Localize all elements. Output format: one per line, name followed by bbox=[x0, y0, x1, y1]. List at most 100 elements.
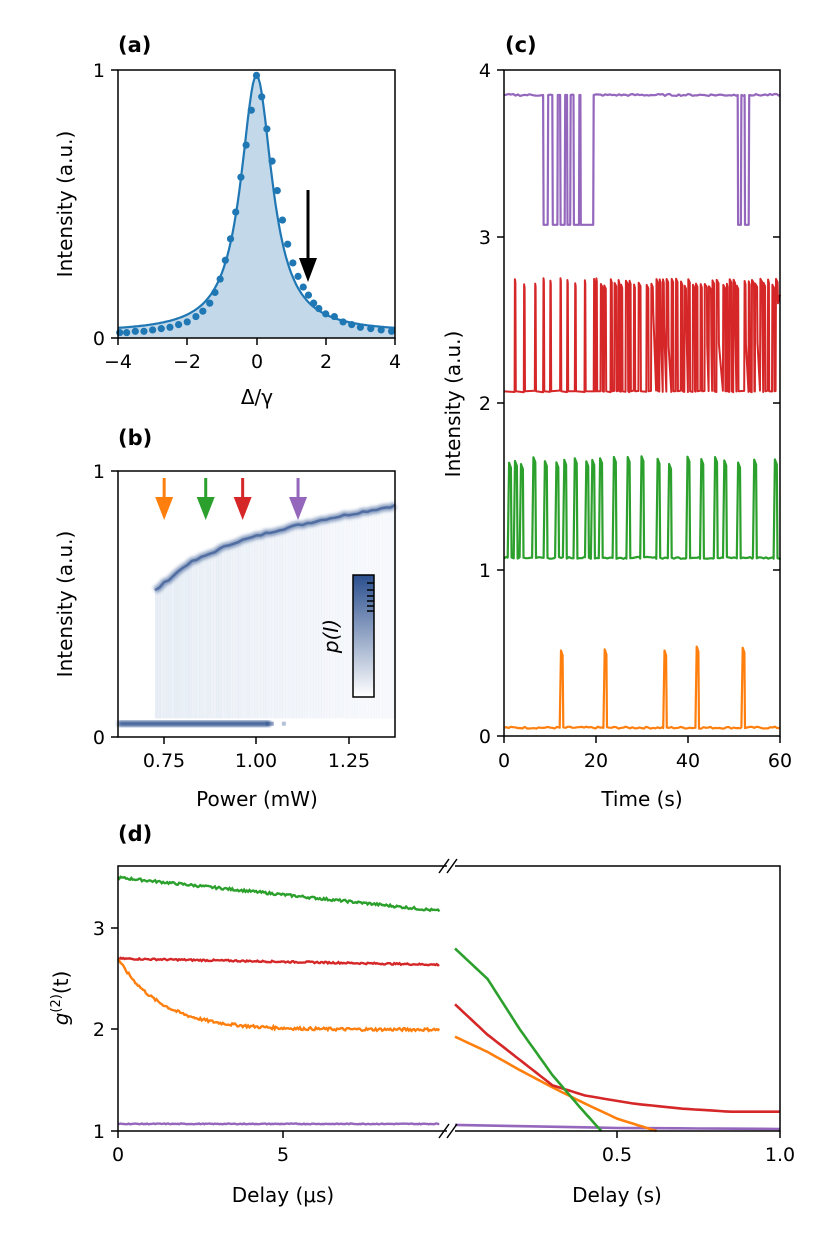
ylabel-g: g bbox=[49, 1013, 73, 1026]
ylabel-arg: (t) bbox=[49, 971, 73, 994]
panel-a-data-point bbox=[131, 327, 139, 335]
panel-b-haze-column bbox=[282, 528, 286, 719]
panel-c-trace-purple bbox=[503, 92, 781, 226]
panel-b-haze-column bbox=[213, 552, 217, 719]
panel-c: (c) 4 3 2 1 0 0 20 40 60 Time (s) Intens… bbox=[441, 33, 792, 811]
panel-b-haze-column bbox=[379, 508, 383, 719]
panel-b-haze-column bbox=[326, 518, 330, 719]
panel-b-haze-column bbox=[182, 567, 186, 719]
panel-b-haze-column bbox=[263, 534, 267, 719]
panel-c-trace-red bbox=[503, 277, 781, 394]
panel-a-data-point bbox=[242, 141, 250, 149]
panel-b-xtick-label: 0.75 bbox=[143, 750, 185, 772]
panel-d-purple-short bbox=[117, 1122, 440, 1126]
panel-c-xticks bbox=[503, 736, 781, 743]
panel-a-xtick-label: 2 bbox=[320, 351, 332, 373]
panel-d-xticks bbox=[117, 1131, 781, 1138]
panel-a-data-point bbox=[140, 327, 148, 335]
panel-b-haze-column bbox=[340, 516, 344, 719]
panel-b-haze-column bbox=[312, 521, 317, 719]
panel-b-haze-column bbox=[376, 509, 380, 719]
panel-a-data-point bbox=[294, 272, 302, 280]
panel-b-haze-column bbox=[318, 520, 322, 719]
panel-a-data-point bbox=[174, 321, 183, 329]
panel-b-ylabel: Intensity (a.u.) bbox=[53, 531, 77, 678]
panel-c-ylabel: Intensity (a.u.) bbox=[441, 331, 465, 478]
panel-b-haze-column bbox=[293, 526, 297, 719]
panel-c-traces bbox=[503, 92, 782, 730]
panel-b-haze-column bbox=[185, 565, 189, 719]
panel-a-data-point bbox=[356, 323, 364, 331]
panel-b-haze-column bbox=[229, 544, 233, 719]
panel-d-xtick-label: 1.0 bbox=[765, 1144, 795, 1166]
panel-a-data-point bbox=[284, 240, 292, 248]
break-slash bbox=[446, 858, 458, 874]
panel-b-haze-column bbox=[310, 522, 314, 719]
axis-break-top bbox=[438, 858, 458, 874]
panel-b-haze-column bbox=[168, 579, 173, 719]
panel-b-haze-column bbox=[268, 532, 272, 719]
panel-d-label: (d) bbox=[118, 822, 152, 846]
panel-a: (a) 1 0 −4 −2 0 2 4 Δ/γ Intensity (a.u.) bbox=[53, 33, 401, 409]
panel-b-haze-column bbox=[232, 543, 236, 719]
panel-a-data-point bbox=[273, 187, 281, 195]
panel-a-data-point bbox=[252, 71, 261, 79]
panel-a-data-point bbox=[322, 310, 330, 318]
panel-d-xlabel-left: Delay (μs) bbox=[232, 1183, 334, 1207]
panel-b-marker-arrowhead-purple bbox=[289, 497, 308, 520]
panel-b-upper-branch-core bbox=[154, 503, 396, 592]
panel-d-right-frame bbox=[455, 865, 781, 1132]
panel-c-trace-orange bbox=[503, 645, 781, 730]
panel-a-data-point bbox=[289, 259, 297, 267]
panel-b-marker-arrowhead-red bbox=[233, 497, 252, 520]
panel-b-haze-column bbox=[332, 517, 336, 719]
panel-b-haze-column bbox=[285, 528, 289, 719]
panel-d-ytick-label: 3 bbox=[93, 918, 105, 940]
panel-b-haze-column bbox=[315, 521, 319, 719]
panel-c-yticks bbox=[497, 69, 780, 737]
panel-b-haze-column bbox=[177, 572, 181, 719]
panel-a-data-point bbox=[387, 327, 396, 335]
panel-a-data-point bbox=[237, 173, 245, 181]
panel-b-haze-column bbox=[276, 530, 281, 719]
panel-b-colorbar-label: p(I) bbox=[319, 619, 343, 654]
panel-a-data-point bbox=[149, 326, 157, 334]
panel-c-ytick-label: 1 bbox=[479, 560, 491, 582]
panel-a-data-point bbox=[123, 329, 131, 337]
panel-a-data-point bbox=[247, 106, 255, 114]
panel-c-trace-green bbox=[503, 455, 782, 560]
panel-d-orange-short bbox=[116, 958, 441, 1033]
panel-b-haze-column bbox=[188, 563, 192, 719]
panel-b-haze-column bbox=[301, 524, 305, 719]
panel-a-data-point bbox=[339, 318, 347, 326]
ylabel-sup: (2) bbox=[49, 994, 64, 1012]
panel-b-haze-column bbox=[204, 556, 209, 719]
panel-c-xtick-label: 0 bbox=[498, 750, 510, 772]
panel-a-data-point bbox=[367, 325, 375, 333]
panel-a-shaded-area bbox=[118, 75, 395, 339]
panel-d-red-short bbox=[117, 956, 440, 967]
panel-a-ytick-label-0: 0 bbox=[93, 328, 105, 350]
panel-b-lower-branch bbox=[118, 720, 271, 727]
panel-b-haze-column bbox=[251, 537, 256, 719]
panel-b: (b) p(I) 1 0 0.75 1.00 1. bbox=[53, 426, 397, 811]
panel-a-xlabel: Δ/γ bbox=[241, 385, 273, 409]
panel-d-orange-long bbox=[454, 1035, 657, 1133]
panel-c-ytick-label: 4 bbox=[479, 60, 491, 82]
panel-b-haze-column bbox=[227, 545, 231, 719]
panel-b-haze-column bbox=[348, 514, 353, 719]
panel-a-data-point bbox=[377, 326, 385, 334]
panel-b-haze-column bbox=[279, 529, 283, 719]
panel-b-xlabel: Power (mW) bbox=[196, 787, 318, 811]
panel-c-ytick-label: 2 bbox=[479, 393, 491, 415]
panel-a-ytick-label-1: 1 bbox=[93, 60, 105, 82]
panel-b-haze-column bbox=[299, 525, 303, 719]
panel-b-haze-column bbox=[296, 525, 300, 719]
panel-b-haze-column bbox=[246, 539, 250, 719]
panel-a-data-point bbox=[157, 325, 165, 333]
panel-b-haze-column bbox=[337, 516, 342, 719]
panel-b-haze-column bbox=[163, 583, 167, 719]
panel-b-lower-branch-tail bbox=[265, 721, 274, 726]
panel-b-haze-column bbox=[265, 533, 269, 719]
